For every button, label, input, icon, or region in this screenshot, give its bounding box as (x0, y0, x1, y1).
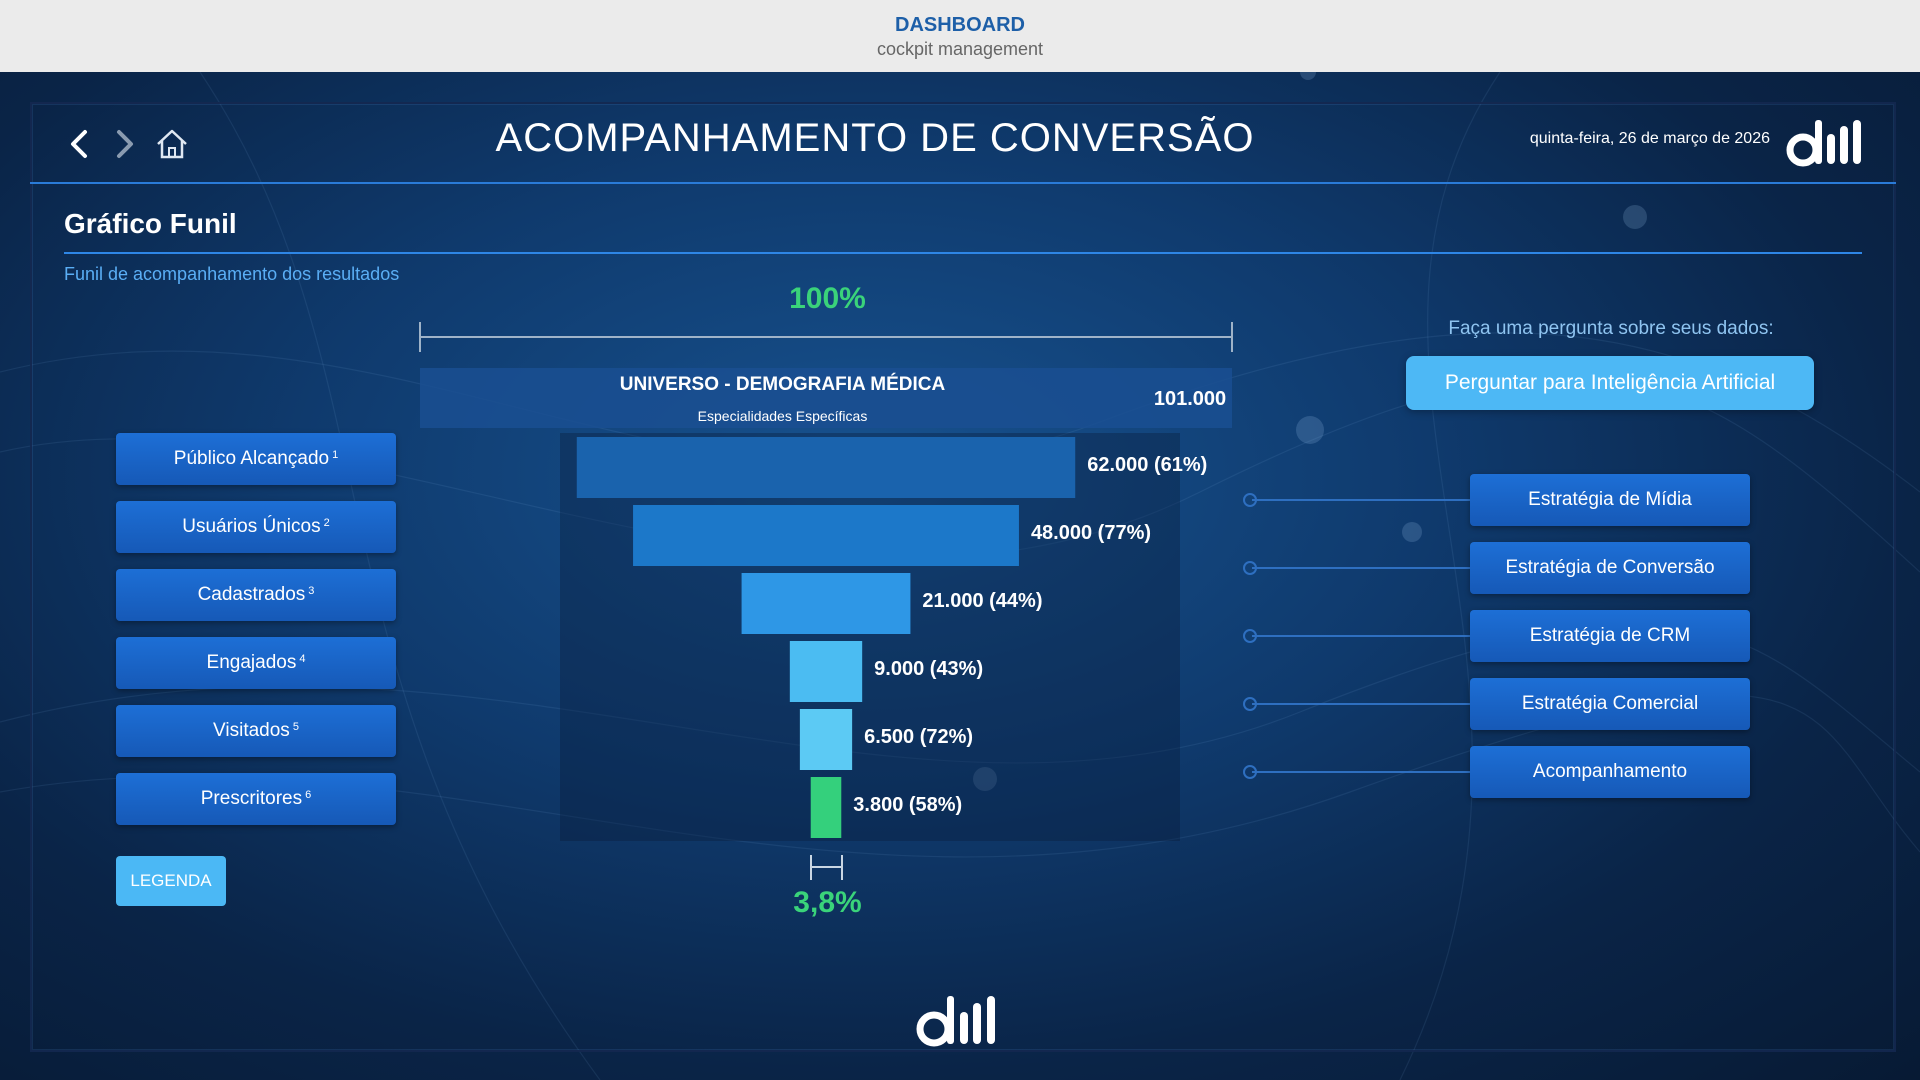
stage-label-button[interactable]: Visitados 5 (116, 705, 396, 757)
page-title: ACOMPANHAMENTO DE CONVERSÃO (495, 116, 1255, 160)
section-title: Gráfico Funil (64, 208, 237, 239)
strategy-button[interactable]: Estratégia de CRM (1470, 610, 1750, 662)
funnel-row-band (560, 773, 1180, 841)
stage-label-text: Público Alcançado (173, 448, 330, 469)
funnel-bar (789, 641, 863, 702)
stage-label-button[interactable]: Engajados 4 (116, 637, 396, 689)
stage-label-button[interactable]: Público Alcançado 1 (116, 433, 396, 485)
current-date: quinta-feira, 26 de março de 2026 (1529, 130, 1770, 147)
funnel-universe-bar (420, 368, 1232, 428)
stage-label-footnote: 3 (308, 585, 315, 597)
strategy-connector-dot (1243, 629, 1257, 643)
stage-label-text: Cadastrados (197, 584, 306, 605)
strategy-button[interactable]: Acompanhamento (1470, 746, 1750, 798)
funnel-chart (419, 322, 1470, 880)
stage-label-footnote: 1 (332, 449, 339, 461)
funnel-universe-subtitle: Especialidades Específicas (697, 408, 868, 424)
stage-label-button[interactable]: Cadastrados 3 (116, 569, 396, 621)
funnel-bar (633, 505, 1019, 566)
strategy-button[interactable]: Estratégia de Mídia (1470, 474, 1750, 526)
ask-ai-button[interactable]: Perguntar para Inteligência Artificial (1406, 356, 1814, 410)
stage-label-button[interactable]: Prescritores 6 (116, 773, 396, 825)
funnel-bar-value: 9.000 (43%) (874, 658, 984, 680)
funnel-bar-value: 21.000 (44%) (922, 590, 1043, 612)
dashboard-title: DASHBOARD (895, 14, 1025, 36)
funnel-bar-value: 48.000 (77%) (1030, 522, 1152, 544)
chevron-left-icon[interactable] (60, 124, 100, 164)
funnel-bar-value: 6.500 (72%) (864, 726, 974, 748)
legend-button[interactable]: LEGENDA (116, 856, 226, 906)
funnel-universe-title: UNIVERSO - DEMOGRAFIA MÉDICA (619, 374, 946, 395)
dm-logo (1786, 120, 1861, 167)
stage-label-footnote: 6 (305, 789, 312, 801)
stage-label-footnote: 4 (299, 653, 306, 665)
funnel-top-bracket (419, 322, 1233, 352)
funnel-universe-value: 101.000 (1153, 388, 1227, 410)
funnel-bar (741, 573, 911, 634)
funnel-bar (576, 437, 1076, 498)
funnel-bar-value: 62.000 (61%) (1087, 454, 1208, 476)
stage-label-footnote: 2 (323, 517, 330, 529)
strategy-connector-dot (1243, 765, 1257, 779)
strategy-connector-dot (1243, 561, 1257, 575)
funnel-bar (799, 709, 853, 770)
strategy-connector-dot (1243, 697, 1257, 711)
section-divider (64, 252, 1862, 254)
content-frame (30, 102, 1896, 1052)
funnel-bar (810, 777, 842, 838)
funnel-row-band (560, 637, 1180, 705)
header-divider (30, 182, 1896, 184)
funnel-bottom-percent: 3,8% (793, 886, 862, 919)
ai-prompt-label: Faça uma pergunta sobre seus dados: (1448, 318, 1774, 339)
chevron-right-icon[interactable] (104, 124, 144, 164)
funnel-top-percent: 100% (789, 282, 866, 315)
dashboard-stage: ACOMPANHAMENTO DE CONVERSÃO quinta-feira… (0, 72, 1920, 1080)
funnel-bar-value: 3.800 (58%) (853, 794, 963, 816)
stage-label-text: Usuários Únicos (182, 516, 321, 537)
section-subtitle: Funil de acompanhamento dos resultados (64, 264, 400, 284)
funnel-bottom-bracket (810, 855, 843, 880)
strategy-button[interactable]: Estratégia Comercial (1470, 678, 1750, 730)
stage-label-button[interactable]: Usuários Únicos 2 (116, 501, 396, 553)
top-bar: DASHBOARD cockpit management (0, 0, 1920, 72)
stage-label-text: Engajados (206, 652, 297, 673)
dashboard-subtitle: cockpit management (876, 39, 1044, 59)
dm-logo-footer (916, 996, 995, 1047)
strategy-button[interactable]: Estratégia de Conversão (1470, 542, 1750, 594)
funnel-row-band (560, 705, 1180, 773)
stage-label-text: Prescritores (200, 788, 303, 809)
strategy-connector-dot (1243, 493, 1257, 507)
stage-label-text: Visitados (213, 720, 290, 741)
stage-label-footnote: 5 (292, 721, 299, 733)
home-icon[interactable] (152, 124, 192, 164)
